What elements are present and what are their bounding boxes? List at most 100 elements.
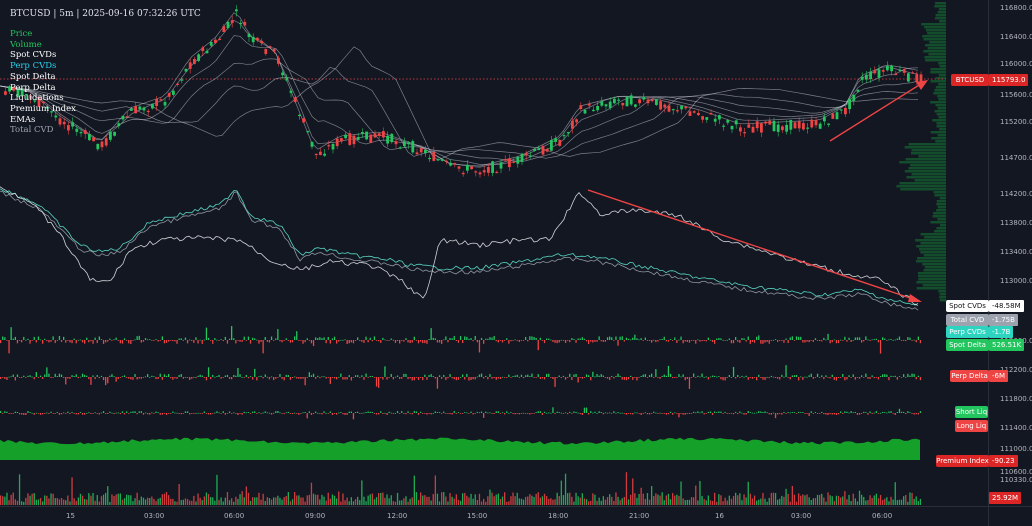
spot-delta-bar [315, 337, 317, 340]
perp-delta-bar [487, 377, 489, 380]
candle-body [50, 111, 53, 113]
perp-delta-bar [877, 377, 880, 380]
spot-delta-bar [703, 340, 705, 342]
volume-bar [722, 501, 724, 505]
volume-bar [195, 501, 197, 505]
perp-delta-bar [216, 376, 218, 377]
perp-delta-bar [388, 377, 390, 378]
spot-delta-bar [268, 340, 271, 343]
spot-delta-bar [724, 340, 726, 341]
volume-bar [449, 493, 451, 505]
volume-profile-bar [937, 134, 946, 137]
volume-bar [653, 495, 655, 505]
volume-bar [764, 498, 766, 505]
perp-delta-bar [533, 377, 535, 378]
perp-delta-tag[interactable]: Perp Delta [950, 370, 989, 382]
liquidation-bar [546, 412, 548, 414]
spot-delta-tag[interactable]: Spot Delta [946, 339, 989, 351]
legend-item-price[interactable]: Price [10, 29, 33, 39]
candle-body [46, 107, 49, 109]
legend-item-spot-delta[interactable]: Spot Delta [10, 71, 56, 82]
spot-delta-bar [191, 340, 193, 342]
legend-item-perp-delta[interactable]: Perp Delta [10, 82, 56, 93]
legend-item-volume[interactable]: Volume [10, 39, 42, 50]
volume-bar [420, 492, 422, 505]
legend-item-perp-cvds[interactable]: Perp CVDs [10, 61, 57, 72]
volume-bar [741, 500, 743, 505]
spot-delta-bar [331, 338, 334, 340]
volume-bar [105, 492, 107, 505]
perp-delta-bar [609, 377, 611, 381]
legend-item-emas[interactable]: EMAs [10, 114, 36, 125]
legend-item-spot-cvds[interactable]: Spot CVDs [10, 50, 57, 61]
spot-delta-bar [667, 340, 670, 342]
perp-delta-bar [575, 373, 577, 377]
spot-delta-bar [732, 340, 735, 344]
volume-bar [441, 492, 443, 505]
volume-bar [69, 501, 71, 505]
volume-profile-bar [918, 275, 946, 278]
volume-bar [327, 492, 329, 505]
liquidation-bar [235, 413, 237, 414]
liquidation-bar [210, 413, 212, 415]
liquidation-bar [558, 412, 560, 413]
volume-bar [739, 493, 741, 505]
volume-bar [77, 497, 79, 505]
liquidation-bar [556, 411, 558, 413]
spot-delta-bar [714, 340, 716, 344]
candle-body [377, 133, 381, 136]
perp-delta-bar [470, 377, 472, 381]
liquidation-bar [363, 412, 365, 414]
liquidation-bar [457, 412, 460, 413]
spot-delta-bar [115, 337, 117, 340]
perp-delta-bar [260, 375, 262, 377]
volume-profile-bar [939, 65, 946, 68]
premium-index-tag[interactable]: Premium Index [936, 455, 989, 467]
perp-cvds-tag[interactable]: Perp CVDs [946, 326, 989, 338]
candle-body [310, 141, 314, 147]
liquidation-bar [407, 411, 409, 413]
spot-cvds-tag[interactable]: Spot CVDs [946, 300, 989, 312]
liquidation-bar [861, 413, 863, 414]
volume-bar [762, 492, 764, 505]
legend-item-premium-index[interactable]: Premium Index [10, 103, 76, 114]
total-cvd-tag[interactable]: Total CVD [946, 314, 989, 326]
candle-body [54, 115, 58, 118]
volume-bar [231, 498, 233, 505]
spot-delta-bar [804, 340, 806, 343]
perp-delta-bar [56, 376, 58, 377]
spot-delta-bar [816, 340, 819, 341]
volume-profile-bar [930, 80, 946, 83]
perp-delta-bar [258, 376, 260, 378]
perp-delta-bar [894, 375, 896, 377]
perp-delta-bar [640, 375, 642, 377]
spot-delta-bar [12, 338, 14, 340]
candle-body [890, 65, 893, 72]
liquidation-bar [655, 412, 657, 414]
volume-profile-bar [920, 233, 946, 236]
volume-bar [594, 494, 596, 505]
long-liq-tag[interactable]: Long Liq [955, 420, 988, 432]
perp-delta-bar [619, 375, 621, 377]
spot-delta-bar [474, 335, 476, 340]
time-axis-label: 21:00 [629, 512, 650, 520]
btcusd-symbol-tag[interactable]: BTCUSD [951, 74, 989, 86]
volume-bar [842, 496, 844, 505]
liquidation-bar [707, 411, 709, 413]
legend-item-liquidations[interactable]: Liquidations [10, 93, 64, 104]
liquidation-bar [590, 411, 592, 413]
perp-delta-bar [289, 377, 292, 380]
volume-profile-bar [939, 128, 946, 131]
spot-delta-bar [894, 339, 896, 341]
volume-bar [917, 501, 919, 505]
candle-body [306, 130, 310, 133]
perp-delta-bar [327, 377, 329, 378]
spot-delta-bar [575, 340, 577, 343]
volume-bar [81, 495, 84, 505]
perp-delta-bar [415, 377, 418, 378]
short-liq-tag[interactable]: Short Liq [955, 406, 988, 418]
legend-item-total-cvd[interactable]: Total CVD [10, 125, 54, 136]
volume-bar [241, 491, 243, 505]
liquidation-bar [249, 413, 252, 414]
